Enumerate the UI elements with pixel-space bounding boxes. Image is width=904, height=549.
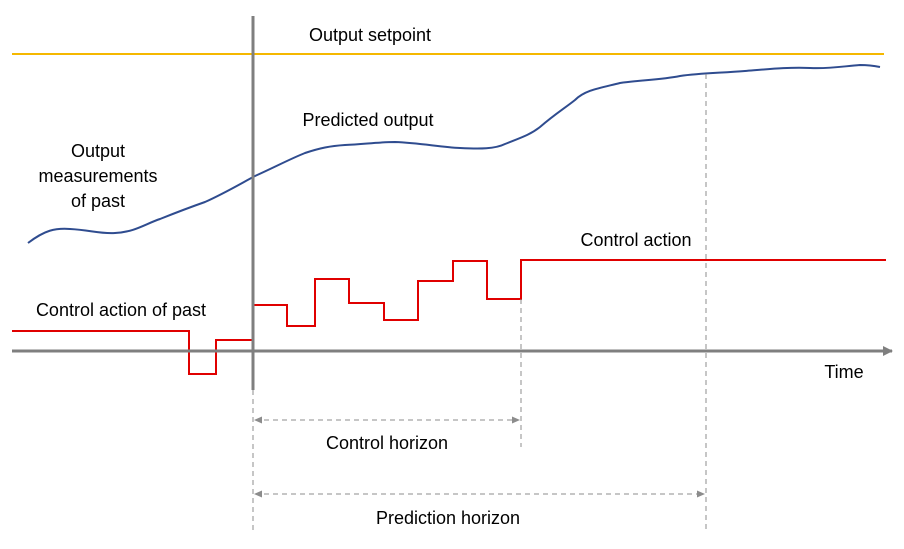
control-action-line [252, 259, 886, 340]
output-measurements-label-line1: Output [71, 141, 125, 161]
control-action-past-label: Control action of past [36, 300, 206, 320]
output-setpoint-label: Output setpoint [309, 25, 431, 45]
control-action-label: Control action [580, 230, 691, 250]
output-curve [27, 63, 881, 244]
control-horizon-label: Control horizon [326, 433, 448, 453]
time-axis-label: Time [824, 362, 863, 382]
output-measurements-label-line3: of past [71, 191, 125, 211]
output-measurements-label-line2: measurements [38, 166, 157, 186]
predicted-output-label: Predicted output [302, 110, 433, 130]
control-action-past-line [12, 330, 253, 375]
prediction-horizon-label: Prediction horizon [376, 508, 520, 528]
